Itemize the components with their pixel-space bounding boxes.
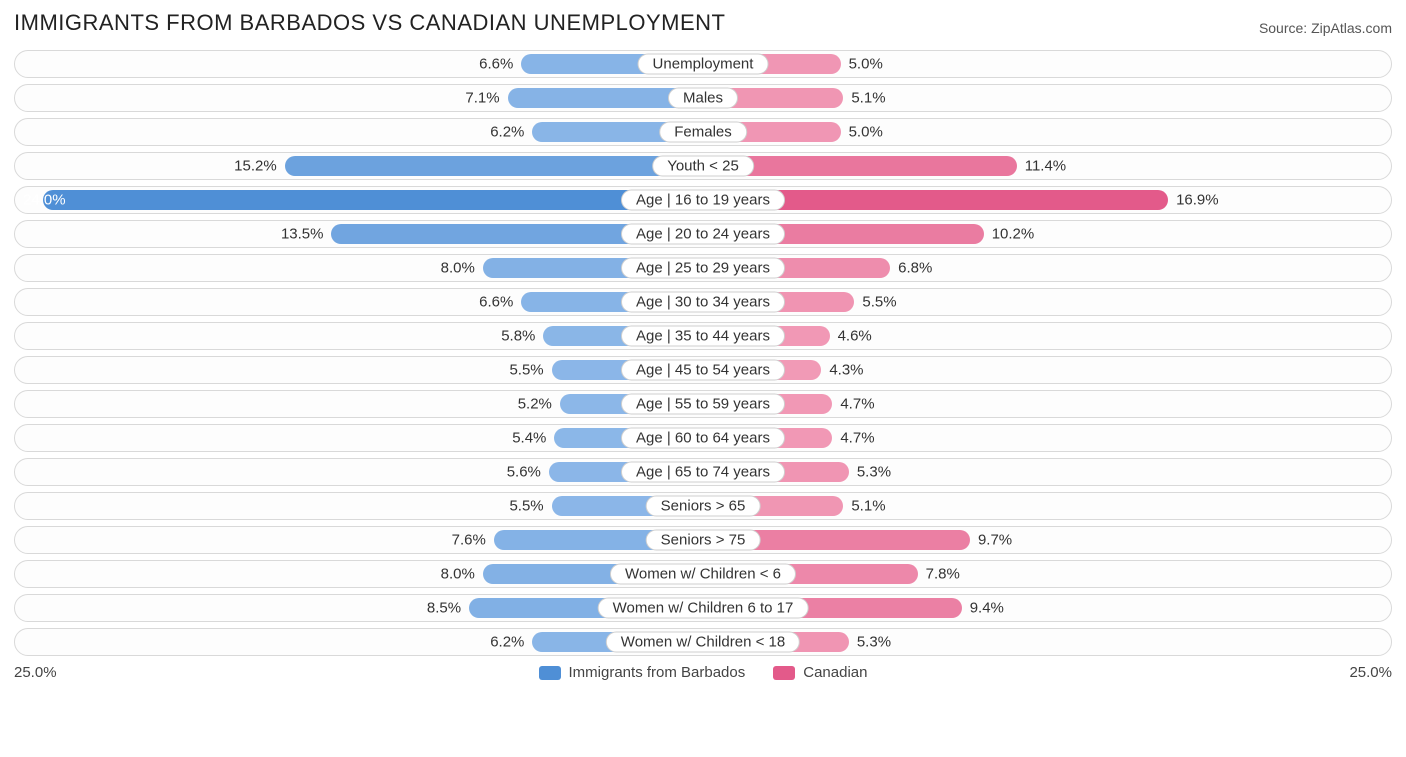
category-label: Age | 16 to 19 years — [621, 190, 785, 211]
value-left: 5.2% — [518, 396, 552, 413]
category-label: Seniors > 75 — [646, 530, 761, 551]
value-left: 6.2% — [490, 124, 524, 141]
value-left: 5.8% — [501, 328, 535, 345]
value-right: 6.8% — [898, 260, 932, 277]
chart-row: 5.5% 4.3% Age | 45 to 54 years — [14, 356, 1392, 384]
source-attribution: Source: ZipAtlas.com — [1259, 20, 1392, 36]
legend-label-right: Canadian — [803, 664, 867, 681]
category-label: Seniors > 65 — [646, 496, 761, 517]
source-prefix: Source: — [1259, 20, 1311, 36]
chart-row: 6.2% 5.0% Females — [14, 118, 1392, 146]
category-label: Age | 60 to 64 years — [621, 428, 785, 449]
value-right: 4.7% — [840, 430, 874, 447]
chart-row: 5.6% 5.3% Age | 65 to 74 years — [14, 458, 1392, 486]
category-label: Age | 30 to 34 years — [621, 292, 785, 313]
value-right: 5.5% — [862, 294, 896, 311]
value-right: 5.3% — [857, 634, 891, 651]
value-left: 15.2% — [234, 158, 277, 175]
value-right: 9.7% — [978, 532, 1012, 549]
category-label: Males — [668, 88, 738, 109]
axis-left-max: 25.0% — [14, 664, 57, 681]
value-right: 4.6% — [838, 328, 872, 345]
axis-right-max: 25.0% — [1349, 664, 1392, 681]
category-label: Females — [659, 122, 747, 143]
chart-rows: 6.6% 5.0% Unemployment 7.1% 5.1% Males 6.2% 5.0… — [14, 50, 1392, 656]
value-left: 5.5% — [509, 362, 543, 379]
value-left: 7.1% — [465, 90, 499, 107]
chart-row: 7.1% 5.1% Males — [14, 84, 1392, 112]
value-right: 10.2% — [992, 226, 1035, 243]
value-left: 7.6% — [452, 532, 486, 549]
value-left: 5.5% — [509, 498, 543, 515]
value-right: 9.4% — [970, 600, 1004, 617]
chart-row: 8.0% 7.8% Women w/ Children < 6 — [14, 560, 1392, 588]
value-right: 7.8% — [926, 566, 960, 583]
chart-row: 5.8% 4.6% Age | 35 to 44 years — [14, 322, 1392, 350]
header: IMMIGRANTS FROM BARBADOS VS CANADIAN UNE… — [14, 10, 1392, 36]
value-left: 8.0% — [441, 260, 475, 277]
chart-row: 8.0% 6.8% Age | 25 to 29 years — [14, 254, 1392, 282]
value-right: 16.9% — [1176, 192, 1219, 209]
legend: Immigrants from Barbados Canadian — [539, 664, 868, 681]
value-right: 5.0% — [849, 56, 883, 73]
value-right: 4.3% — [829, 362, 863, 379]
value-right: 4.7% — [840, 396, 874, 413]
category-label: Age | 35 to 44 years — [621, 326, 785, 347]
category-label: Women w/ Children < 6 — [610, 564, 796, 585]
category-label: Age | 55 to 59 years — [621, 394, 785, 415]
source-name: ZipAtlas.com — [1311, 20, 1392, 36]
chart-row: 5.4% 4.7% Age | 60 to 64 years — [14, 424, 1392, 452]
category-label: Age | 25 to 29 years — [621, 258, 785, 279]
category-label: Age | 65 to 74 years — [621, 462, 785, 483]
chart-row: 7.6% 9.7% Seniors > 75 — [14, 526, 1392, 554]
chart-footer: 25.0% Immigrants from Barbados Canadian … — [14, 664, 1392, 681]
value-left: 13.5% — [281, 226, 324, 243]
legend-item-right: Canadian — [773, 664, 867, 681]
legend-label-left: Immigrants from Barbados — [569, 664, 746, 681]
value-left: 24.0% — [23, 192, 66, 209]
page-title: IMMIGRANTS FROM BARBADOS VS CANADIAN UNE… — [14, 10, 725, 36]
chart-row: 6.2% 5.3% Women w/ Children < 18 — [14, 628, 1392, 656]
legend-swatch-right — [773, 666, 795, 680]
legend-item-left: Immigrants from Barbados — [539, 664, 746, 681]
chart-row: 5.2% 4.7% Age | 55 to 59 years — [14, 390, 1392, 418]
value-left: 6.6% — [479, 294, 513, 311]
chart-row: 13.5% 10.2% Age | 20 to 24 years — [14, 220, 1392, 248]
chart-row: 24.0% 16.9% Age | 16 to 19 years — [14, 186, 1392, 214]
bar-left — [43, 190, 703, 210]
category-label: Age | 45 to 54 years — [621, 360, 785, 381]
category-label: Youth < 25 — [652, 156, 754, 177]
value-right: 5.3% — [857, 464, 891, 481]
legend-swatch-left — [539, 666, 561, 680]
value-right: 5.1% — [851, 498, 885, 515]
value-left: 8.0% — [441, 566, 475, 583]
value-right: 5.0% — [849, 124, 883, 141]
chart-row: 5.5% 5.1% Seniors > 65 — [14, 492, 1392, 520]
value-left: 8.5% — [427, 600, 461, 617]
category-label: Women w/ Children 6 to 17 — [598, 598, 809, 619]
value-right: 11.4% — [1025, 158, 1066, 175]
chart-row: 8.5% 9.4% Women w/ Children 6 to 17 — [14, 594, 1392, 622]
value-left: 5.4% — [512, 430, 546, 447]
value-left: 5.6% — [507, 464, 541, 481]
value-left: 6.6% — [479, 56, 513, 73]
category-label: Age | 20 to 24 years — [621, 224, 785, 245]
bar-left — [285, 156, 703, 176]
chart-row: 6.6% 5.5% Age | 30 to 34 years — [14, 288, 1392, 316]
chart-row: 6.6% 5.0% Unemployment — [14, 50, 1392, 78]
value-left: 6.2% — [490, 634, 524, 651]
category-label: Women w/ Children < 18 — [606, 632, 800, 653]
value-right: 5.1% — [851, 90, 885, 107]
category-label: Unemployment — [638, 54, 769, 75]
chart-row: 15.2% 11.4% Youth < 25 — [14, 152, 1392, 180]
